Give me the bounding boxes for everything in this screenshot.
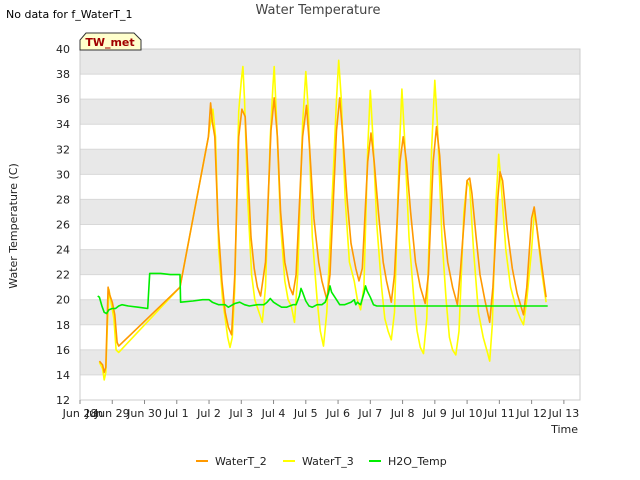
- series-lines: [97, 59, 548, 381]
- y-tick-label: 38: [56, 68, 70, 81]
- tw-met-badge: TW_met: [79, 32, 142, 51]
- plot-band: [80, 74, 580, 100]
- x-tick-label: Jul 7: [357, 407, 382, 420]
- plot-band: [80, 124, 580, 150]
- y-tick-label: 28: [56, 193, 70, 206]
- y-tick-label: 22: [56, 269, 70, 282]
- y-tick-label: 26: [56, 219, 70, 232]
- y-tick-label: 30: [56, 168, 70, 181]
- no-data-note: No data for f_WaterT_1: [6, 8, 132, 21]
- x-tick-label: Jul 4: [261, 407, 286, 420]
- y-tick-label: 14: [56, 369, 70, 382]
- x-tick-label: Jun 29: [94, 407, 130, 420]
- plot-band: [80, 174, 580, 200]
- x-tick-label: Jun: [85, 407, 103, 420]
- plot-band: [80, 324, 580, 350]
- x-tick-label: Jul 1: [164, 407, 189, 420]
- x-tick-label: Jul 12: [515, 407, 547, 420]
- y-tick-label: 12: [56, 394, 70, 407]
- x-tick-label: Jun 30: [126, 407, 162, 420]
- x-tick-label: Jul 2: [196, 407, 221, 420]
- y-tick-label: 32: [56, 143, 70, 156]
- legend: WaterT_2 WaterT_3 H2O_Temp: [196, 455, 447, 468]
- x-tick-label: Jul 6: [325, 407, 350, 420]
- legend-label: WaterT_3: [302, 455, 354, 468]
- x-tick-label: Jul 9: [422, 407, 447, 420]
- y-tick-label: 20: [56, 294, 70, 307]
- y-tick-label: 18: [56, 319, 70, 332]
- y-tick-label: 16: [56, 344, 70, 357]
- plot-band: [80, 349, 580, 375]
- y-tick-label: 24: [56, 244, 70, 257]
- chart-title: Water Temperature: [256, 3, 381, 18]
- legend-label: H2O_Temp: [388, 455, 447, 468]
- plot-band: [80, 99, 580, 125]
- series-line-watert-2: [98, 97, 547, 374]
- x-tick-label: Jul 5: [293, 407, 318, 420]
- x-tick-label: Jul 13: [547, 407, 579, 420]
- series-line-h2o-temp: [97, 272, 548, 315]
- y-tick-label: 34: [56, 118, 70, 131]
- plot-band: [80, 374, 580, 400]
- x-tick-label: Jul 8: [390, 407, 415, 420]
- y-axis-label: Water Temperature (C): [7, 163, 20, 288]
- tw-met-badge-label: TW_met: [85, 36, 134, 49]
- y-tick-label: 40: [56, 43, 70, 56]
- plot-area: [79, 48, 581, 401]
- x-tick-label: Jun 28: [62, 407, 98, 420]
- plot-band: [80, 149, 580, 175]
- series-line-watert-3: [98, 59, 547, 381]
- x-tick-label: Jul 10: [451, 407, 483, 420]
- x-axis-label: Time: [550, 423, 578, 436]
- y-axis-ticks: 12 14 16 18 20 22 24 26 28 30 32 34 36 38 40: [56, 43, 70, 407]
- x-tick-label: Jul 11: [483, 407, 515, 420]
- y-tick-label: 36: [56, 93, 70, 106]
- legend-label: WaterT_2: [215, 455, 267, 468]
- x-tick-label: Jul 3: [228, 407, 253, 420]
- plot-band: [80, 49, 580, 75]
